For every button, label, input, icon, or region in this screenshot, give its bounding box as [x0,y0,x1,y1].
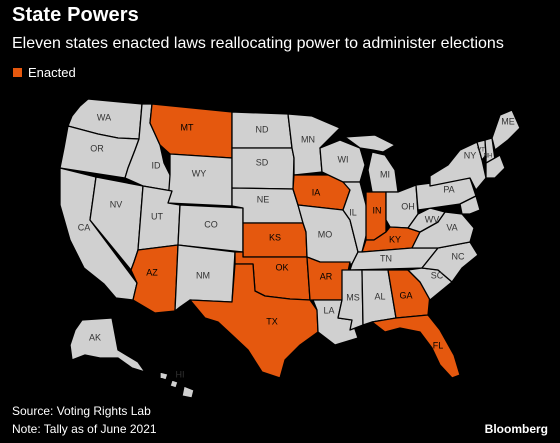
state-wy [167,153,233,207]
state-label-il: IL [349,207,357,217]
state-label-or: OR [90,143,104,153]
state-tx [189,263,319,379]
tally-note: Note: Tally as of June 2021 [12,422,157,436]
state-ne [231,187,304,224]
state-label-ga: GA [399,290,412,300]
state-label-wi: WI [338,154,349,164]
state-label-az: AZ [146,267,158,277]
legend-label-enacted: Enacted [28,65,76,80]
state-label-ks: KS [269,232,281,242]
state-label-vt: VT [477,148,485,154]
state-ak [69,317,146,373]
source-note: Source: Voting Rights Lab [12,404,151,418]
state-in [365,191,387,241]
legend: Enacted [13,65,76,80]
state-label-co: CO [204,219,218,229]
state-label-tx: TX [266,316,278,326]
chart-subtitle: Eleven states enacted laws reallocating … [12,35,504,52]
state-wv [407,207,446,233]
state-label-ar: AR [320,271,333,281]
state-label-ok: OK [275,262,288,272]
state-label-nm: NM [196,270,210,280]
state-label-wv: WV [425,214,440,224]
state-label-me: ME [501,116,515,126]
state-label-ut: UT [151,211,163,221]
state-ne-coast [485,154,506,179]
state-label-nc: NC [452,251,465,261]
state-ny [429,141,487,191]
state-label-ca: CA [78,222,91,232]
state-label-va: VA [446,222,457,232]
state-label-ia: IA [312,187,321,197]
state-label-mn: MN [301,134,315,144]
state-hi [159,371,195,399]
state-label-ky: KY [389,234,401,244]
state-label-nh: NH [484,154,493,160]
state-mid-coast [459,195,481,215]
state-label-mi: MI [380,169,390,179]
state-label-sc: SC [431,270,444,280]
state-label-mt: MT [181,122,194,132]
state-label-tn: TN [380,253,392,263]
state-sd [231,147,295,190]
state-me [491,109,521,151]
state-label-oh: OH [401,201,415,211]
state-label-id: ID [152,160,162,170]
state-label-la: LA [323,305,334,315]
state-label-pa: PA [443,184,454,194]
state-label-nd: ND [256,124,269,134]
state-label-wy: WY [192,168,207,178]
chart-title: State Powers [12,4,139,26]
state-az [130,244,179,314]
state-label-sd: SD [256,157,269,167]
state-fl [371,314,461,379]
state-label-hi: HI [176,369,185,379]
state-label-mo: MO [318,229,333,239]
bloomberg-logo: Bloomberg [484,422,548,436]
state-label-ne: NE [257,194,270,204]
state-label-al: AL [374,291,385,301]
state-label-fl: FL [433,340,444,350]
state-label-ny: NY [464,150,477,160]
state-label-wa: WA [97,112,111,122]
state-label-ms: MS [346,292,360,302]
legend-swatch-enacted [13,68,22,77]
state-label-in: IN [373,205,382,215]
state-label-ak: AK [89,332,101,342]
state-label-nv: NV [110,199,123,209]
